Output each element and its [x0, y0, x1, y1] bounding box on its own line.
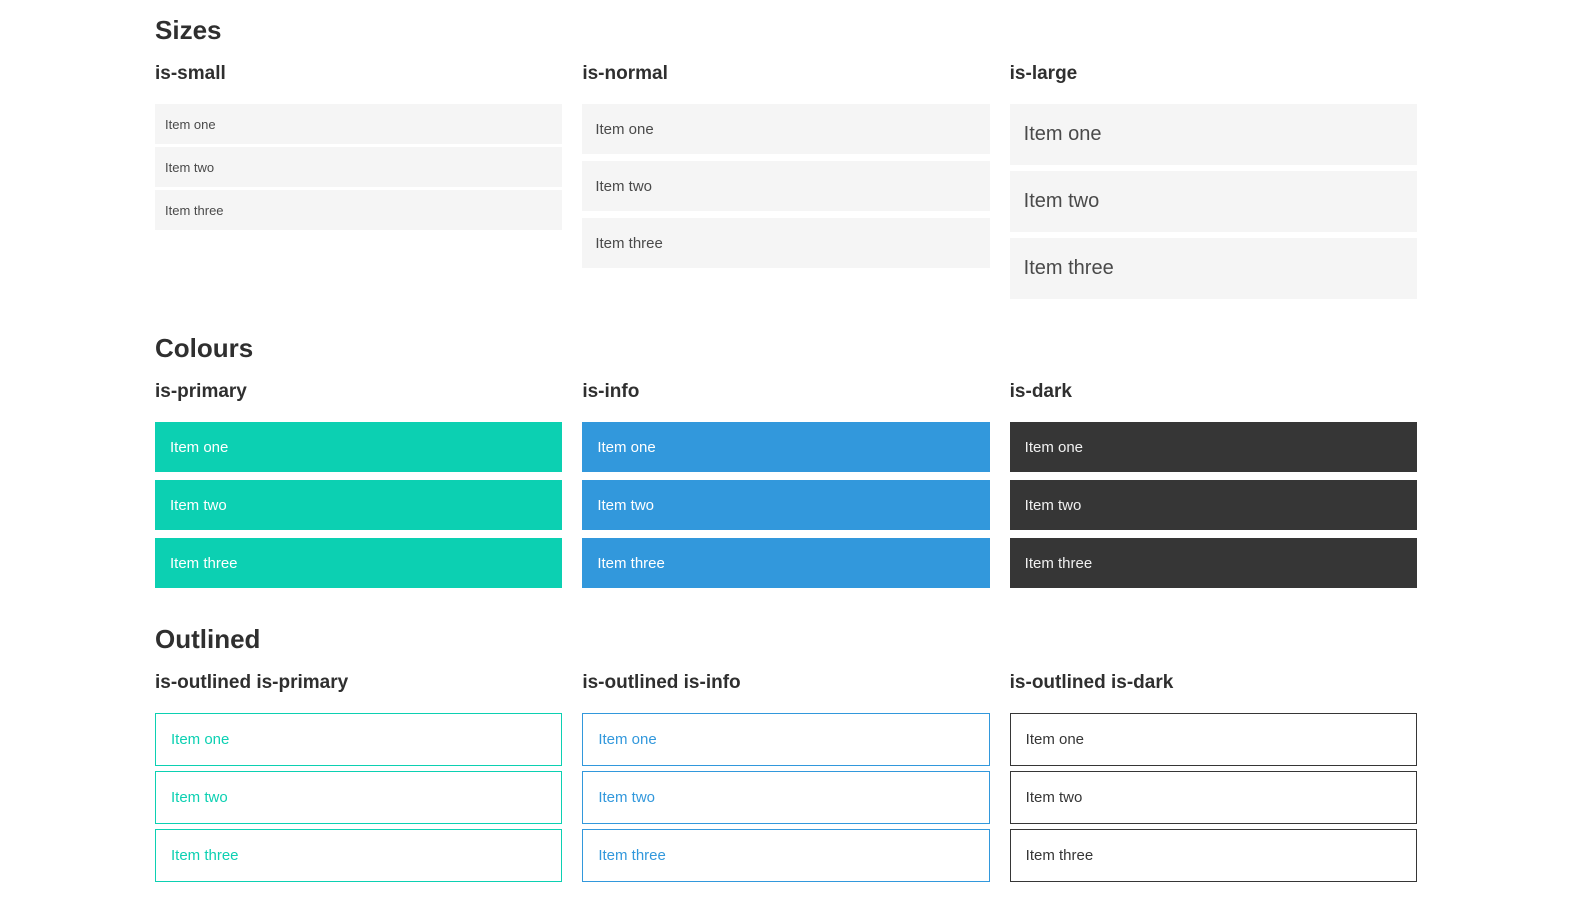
group-label-is-outlined-is-dark: is-outlined is-dark: [1009, 672, 1174, 693]
group-is-info: is-info Item one Item two Item three: [582, 380, 990, 596]
list-item: Item two: [155, 771, 563, 824]
list-is-primary: Item one Item two Item three: [155, 422, 563, 588]
group-label-is-dark: is-dark: [1009, 381, 1072, 402]
group-label-is-normal: is-normal: [582, 63, 668, 84]
list-item: Item one: [582, 422, 990, 472]
list-is-outlined-is-dark: Item one Item two Item three: [1009, 713, 1417, 882]
group-label-is-small: is-small: [155, 63, 226, 84]
group-is-large: is-large Item one Item two Item three: [1009, 62, 1417, 305]
list-item: Item one: [155, 713, 563, 766]
group-is-dark: is-dark Item one Item two Item three: [1009, 380, 1417, 596]
group-label-is-info: is-info: [582, 381, 640, 402]
list-item: Item three: [155, 829, 563, 882]
list-item: Item one: [1009, 422, 1417, 472]
section-title-outlined: Outlined: [155, 624, 261, 654]
list-item: Item three: [1009, 538, 1417, 588]
list-item: Item two: [1009, 771, 1417, 824]
group-label-is-outlined-is-primary: is-outlined is-primary: [155, 672, 349, 693]
list-item: Item one: [155, 422, 563, 472]
list-item: Item two: [155, 480, 563, 530]
group-is-small: is-small Item one Item two Item three: [155, 62, 563, 305]
list-item: Item one: [582, 104, 990, 154]
list-item: Item one: [1009, 713, 1417, 766]
list-item: Item two: [155, 147, 563, 187]
section-colours: Colours is-primary Item one Item two Ite…: [155, 332, 1417, 596]
list-item: Item one: [1009, 104, 1417, 165]
group-is-outlined-is-info: is-outlined is-info Item one Item two It…: [582, 671, 990, 887]
list-item: Item one: [155, 104, 563, 144]
sizes-row: is-small Item one Item two Item three is…: [155, 62, 1417, 305]
group-is-primary: is-primary Item one Item two Item three: [155, 380, 563, 596]
outlined-row: is-outlined is-primary Item one Item two…: [155, 671, 1417, 887]
list-item: Item two: [1009, 171, 1417, 232]
section-sizes: Sizes is-small Item one Item two Item th…: [155, 14, 1417, 305]
list-is-outlined-is-info: Item one Item two Item three: [582, 713, 990, 882]
group-is-normal: is-normal Item one Item two Item three: [582, 62, 990, 305]
list-item: Item two: [582, 480, 990, 530]
list-item: Item three: [155, 538, 563, 588]
group-is-outlined-is-primary: is-outlined is-primary Item one Item two…: [155, 671, 563, 887]
list-item: Item two: [1009, 480, 1417, 530]
list-item: Item two: [582, 771, 990, 824]
colours-row: is-primary Item one Item two Item three …: [155, 380, 1417, 596]
list-item: Item two: [582, 161, 990, 211]
group-label-is-primary: is-primary: [155, 381, 247, 402]
section-outlined: Outlined is-outlined is-primary Item one…: [155, 623, 1417, 887]
group-is-outlined-is-dark: is-outlined is-dark Item one Item two It…: [1009, 671, 1417, 887]
section-title-sizes: Sizes: [155, 15, 222, 45]
list-is-large: Item one Item two Item three: [1009, 104, 1417, 299]
section-title-colours: Colours: [155, 333, 254, 363]
list-item: Item three: [582, 538, 990, 588]
list-is-dark: Item one Item two Item three: [1009, 422, 1417, 588]
list-item: Item three: [155, 190, 563, 230]
list-is-small: Item one Item two Item three: [155, 104, 563, 230]
group-label-is-outlined-is-info: is-outlined is-info: [582, 672, 741, 693]
list-is-info: Item one Item two Item three: [582, 422, 990, 588]
list-item: Item three: [582, 218, 990, 268]
list-item: Item three: [1009, 238, 1417, 299]
list-item: Item three: [582, 829, 990, 882]
group-label-is-large: is-large: [1009, 63, 1078, 84]
list-is-outlined-is-primary: Item one Item two Item three: [155, 713, 563, 882]
list-is-normal: Item one Item two Item three: [582, 104, 990, 268]
list-item: Item one: [582, 713, 990, 766]
list-item: Item three: [1009, 829, 1417, 882]
